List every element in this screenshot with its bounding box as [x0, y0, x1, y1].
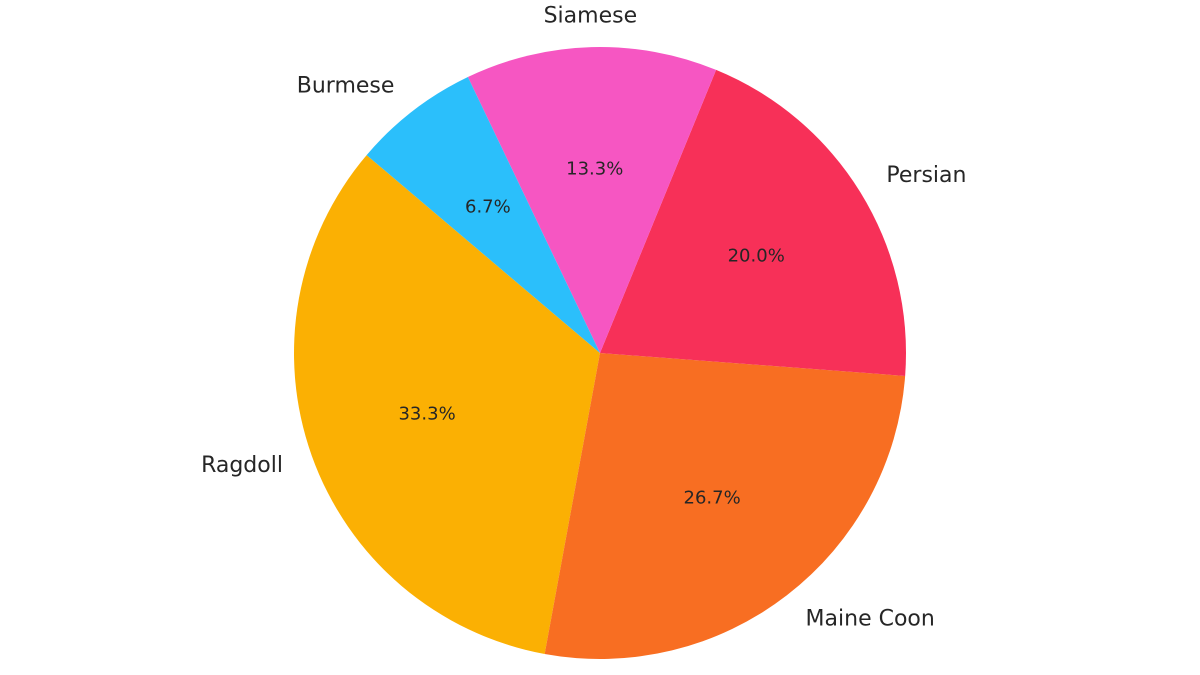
- value-label: 33.3%: [398, 404, 455, 425]
- category-label: Ragdoll: [201, 453, 283, 478]
- value-label: 6.7%: [465, 197, 511, 218]
- category-label: Maine Coon: [806, 607, 935, 632]
- pie-slice: [294, 155, 600, 654]
- pie-slice: [600, 69, 906, 376]
- pie-slice: [467, 46, 717, 353]
- category-label: Persian: [886, 163, 966, 188]
- value-label: 26.7%: [684, 487, 741, 508]
- category-label: Siamese: [544, 4, 638, 29]
- value-label: 13.3%: [566, 158, 623, 179]
- category-label: Burmese: [297, 73, 395, 98]
- value-label: 20.0%: [728, 246, 785, 267]
- pie-slice: [366, 76, 600, 354]
- pie-slice: [544, 353, 906, 659]
